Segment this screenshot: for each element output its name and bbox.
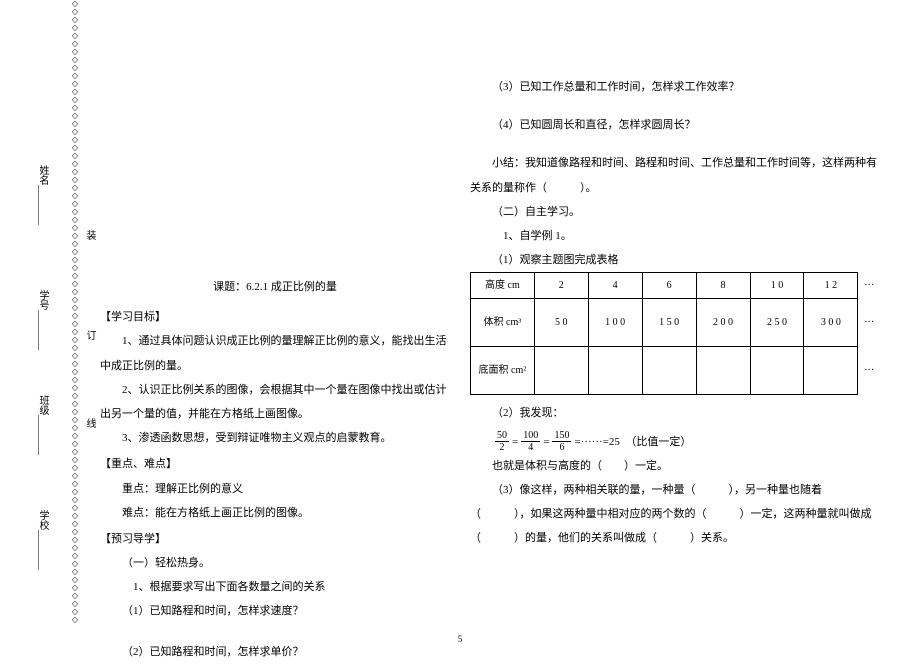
fraction: 502	[495, 430, 509, 453]
eq-tail: =······=25 （比值一定）	[574, 430, 691, 454]
cell	[588, 347, 642, 395]
mark-zhuang: 装	[82, 230, 97, 240]
cell: 2	[534, 273, 588, 299]
cell: 2 5 0	[750, 299, 804, 347]
mark-ding: 订	[82, 330, 97, 340]
s2a1: （1）观察主题图完成表格	[470, 248, 880, 272]
cell: 4	[588, 273, 642, 299]
cell: 1 0 0	[588, 299, 642, 347]
page-number: 5	[0, 634, 920, 644]
cell-dots: ···	[858, 347, 880, 395]
preview-1a: 1、根据要求写出下面各数量之间的关系	[100, 575, 450, 599]
cell: 3 0 0	[804, 299, 858, 347]
right-column: （3）已知工作总量和工作时间，怎样求工作效率？ （4）已知圆周长和直径，怎样求圆…	[470, 75, 880, 550]
key-2: 难点：能在方格纸上画正比例的图像。	[100, 501, 450, 525]
cell-dots: ···	[858, 299, 880, 347]
goal-2: 2、认识正比例关系的图像，会根据其中一个量在图像中找出或估计出另一个量的值，并能…	[100, 378, 450, 426]
cell: 5 0	[534, 299, 588, 347]
cell: 8	[696, 273, 750, 299]
th-height: 高度 cm	[471, 273, 535, 299]
s2a2b: 也就是体积与高度的（ ）一定。	[470, 454, 880, 478]
s2a: 1、自学例 1。	[470, 224, 880, 248]
table-row: 体积 cm³ 5 0 1 0 0 1 5 0 2 0 0 2 5 0 3 0 0…	[471, 299, 881, 347]
fraction: 1004	[521, 430, 540, 453]
cell	[804, 347, 858, 395]
cell-dots: ···	[858, 273, 880, 299]
heading-preview: 【预习导学】	[100, 527, 450, 551]
q3: （3）已知工作总量和工作时间，怎样求工作效率？	[470, 75, 880, 99]
table-row: 底面积 cm² ···	[471, 347, 881, 395]
cell	[534, 347, 588, 395]
lesson-title: 课题：6.2.1 成正比例的量	[100, 275, 450, 299]
heading-goal: 【学习目标】	[100, 305, 450, 329]
cell	[642, 347, 696, 395]
key-1: 重点：理解正比例的意义	[100, 477, 450, 501]
mark-xian: 线	[82, 418, 97, 428]
cell: 6	[642, 273, 696, 299]
s2a2: （2）我发现：	[470, 401, 880, 425]
th-volume: 体积 cm³	[471, 299, 535, 347]
label-school: 学校________	[35, 510, 50, 570]
label-number: 学号________	[35, 290, 50, 350]
fraction: 1506	[552, 430, 571, 453]
heading-key: 【重点、难点】	[100, 452, 450, 476]
goal-3: 3、渗透函数思想，受到辩证唯物主义观点的启蒙教育。	[100, 426, 450, 450]
binding-dots: ◇◇◇◇◇◇◇◇◇◇◇◇◇◇◇◇◇◇◇◇◇◇◇◇◇◇◇◇◇◇◇◇◇◇◇◇◇◇◇◇…	[70, 0, 80, 624]
cell	[750, 347, 804, 395]
label-name: 姓名________	[35, 165, 50, 225]
q1: （1）已知路程和时间，怎样求速度？	[100, 599, 450, 623]
equation: 502 = 1004 = 1506 =······=25 （比值一定）	[492, 430, 880, 454]
data-table: 高度 cm 2 4 6 8 1 0 1 2 ··· 体积 cm³ 5 0 1 0…	[470, 272, 880, 395]
table-row: 高度 cm 2 4 6 8 1 0 1 2 ···	[471, 273, 881, 299]
cell: 1 0	[750, 273, 804, 299]
cell	[696, 347, 750, 395]
summary: 小结：我知道像路程和时间、路程和时间、工作总量和工作时间等，这样两种有关系的量称…	[470, 151, 880, 199]
th-area: 底面积 cm²	[471, 347, 535, 395]
label-class: 班级________	[35, 395, 50, 455]
binding-strip: ◇◇◇◇◇◇◇◇◇◇◇◇◇◇◇◇◇◇◇◇◇◇◇◇◇◇◇◇◇◇◇◇◇◇◇◇◇◇◇◇…	[30, 0, 90, 650]
goal-1: 1、通过具体问题认识成正比例的量理解正比例的意义，能找出生活中成正比例的量。	[100, 329, 450, 377]
binding-labels: 姓名________ 学号________ 班级________ 学校_____…	[30, 0, 60, 650]
cell: 1 5 0	[642, 299, 696, 347]
s2a3: （3）像这样，两种相关联的量，一种量（ ），另一种量也随着（ ），如果这两种量中…	[470, 478, 880, 551]
left-column: 课题：6.2.1 成正比例的量 【学习目标】 1、通过具体问题认识成正比例的量理…	[100, 275, 450, 664]
preview-1: （一）轻松热身。	[100, 551, 450, 575]
q4: （4）已知圆周长和直径，怎样求圆周长？	[470, 113, 880, 137]
s2: （二）自主学习。	[470, 200, 880, 224]
cell: 2 0 0	[696, 299, 750, 347]
cell: 1 2	[804, 273, 858, 299]
